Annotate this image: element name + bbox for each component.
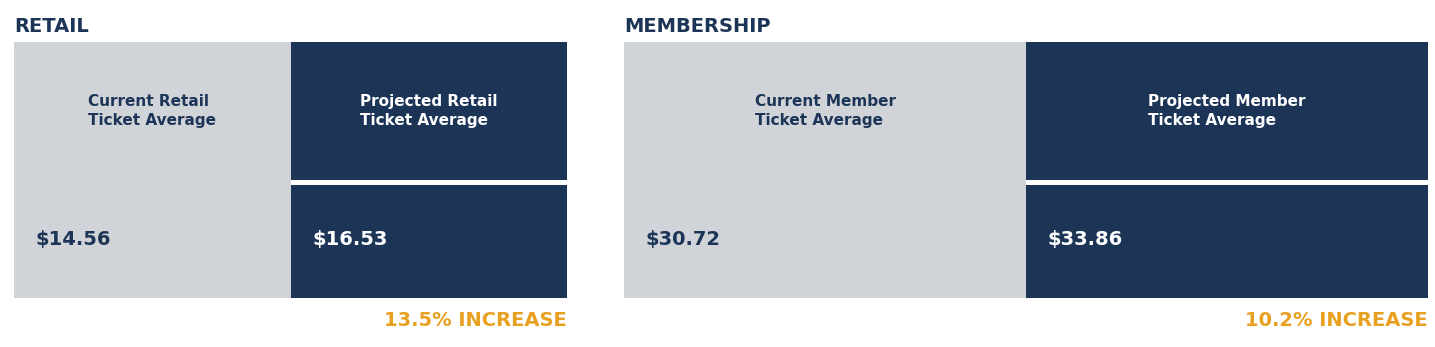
Text: 10.2% INCREASE: 10.2% INCREASE	[1246, 311, 1428, 330]
Bar	[1026, 42, 1428, 180]
Text: Current Member
Ticket Average: Current Member Ticket Average	[755, 94, 895, 128]
Text: $33.86: $33.86	[1048, 230, 1122, 249]
Bar	[290, 180, 567, 298]
Bar	[290, 42, 567, 180]
Bar	[624, 180, 1026, 298]
Bar	[1026, 180, 1428, 298]
Bar	[1026, 180, 1428, 185]
Text: $14.56: $14.56	[36, 230, 112, 249]
Text: 13.5% INCREASE: 13.5% INCREASE	[385, 311, 567, 330]
Bar	[290, 180, 567, 185]
Text: Projected Member
Ticket Average: Projected Member Ticket Average	[1148, 94, 1306, 128]
Text: Current Retail
Ticket Average: Current Retail Ticket Average	[89, 94, 217, 128]
Text: $30.72: $30.72	[646, 230, 720, 249]
Text: RETAIL: RETAIL	[14, 17, 89, 36]
Text: MEMBERSHIP: MEMBERSHIP	[624, 17, 771, 36]
Text: $16.53: $16.53	[313, 230, 387, 249]
Bar	[14, 180, 290, 298]
Bar	[624, 42, 1026, 180]
Text: Projected Retail
Ticket Average: Projected Retail Ticket Average	[360, 94, 498, 128]
Bar	[14, 42, 290, 180]
